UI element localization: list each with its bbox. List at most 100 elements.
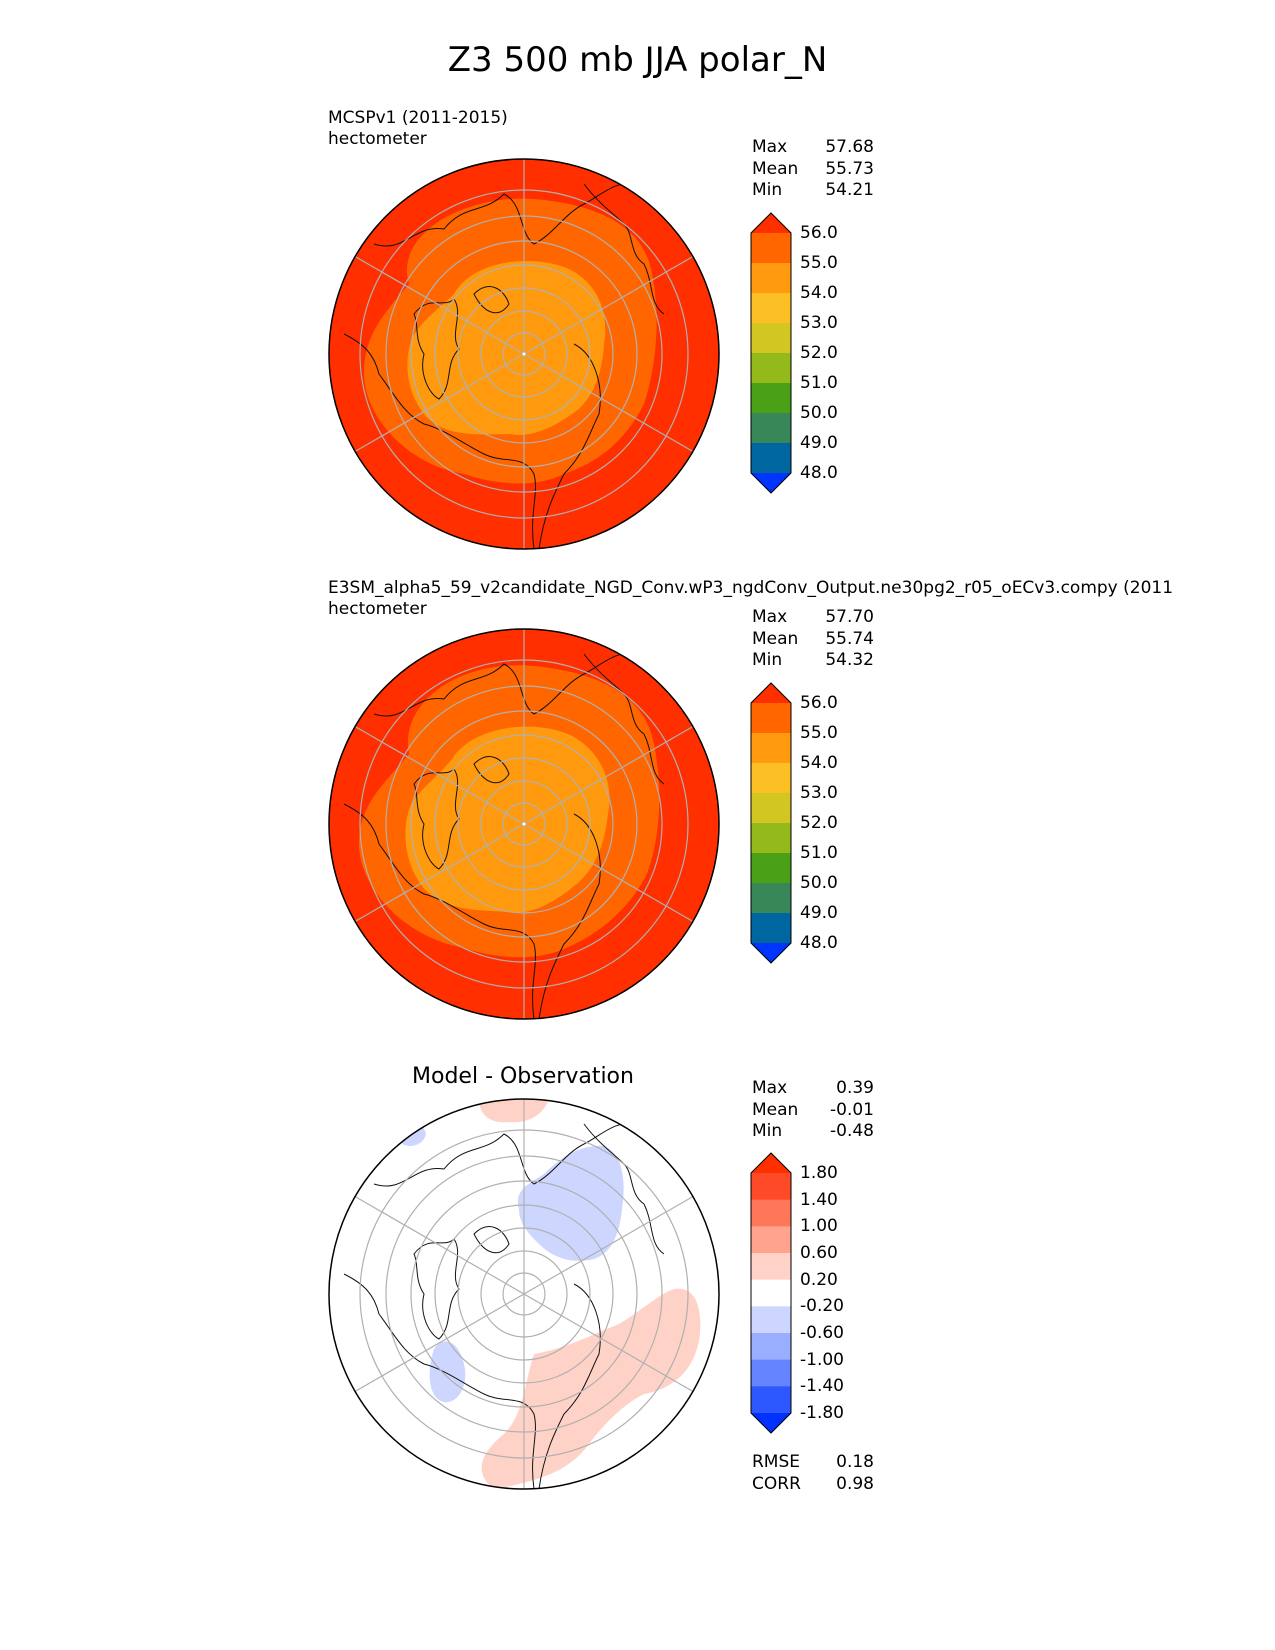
colorbar-segment <box>751 1333 791 1361</box>
panel1-pole-marker <box>522 352 526 356</box>
colorbar-segment <box>751 1173 791 1201</box>
colorbar-segment <box>751 913 791 944</box>
panel3-metrics: RMSE 0.18 CORR 0.98 <box>752 1452 874 1495</box>
panel3-negative-anomaly-ne <box>518 1145 624 1261</box>
stat-label: Mean <box>752 1099 799 1120</box>
colorbar-segment <box>751 323 791 354</box>
panel2-gridlines <box>354 629 694 1019</box>
colorbar-extend-min <box>751 1413 791 1433</box>
panel1-colorbar <box>750 212 792 494</box>
stat-value: 55.74 <box>825 628 874 649</box>
colorbar-tick-label: -1.00 <box>800 1349 844 1370</box>
colorbar-segment <box>751 1253 791 1281</box>
colorbar-tick-label: 1.00 <box>800 1216 838 1237</box>
panel2-title-line1: E3SM_alpha5_59_v2candidate_NGD_Conv.wP3_… <box>328 578 1174 598</box>
colorbar-extend-min <box>751 473 791 493</box>
metric-label: CORR <box>752 1473 801 1494</box>
colorbar-tick-label: 55.0 <box>800 723 838 743</box>
metric-value: 0.18 <box>836 1452 874 1472</box>
stat-value: 54.21 <box>825 180 874 200</box>
panel1-map-frame <box>328 158 720 550</box>
colorbar-segment <box>751 1386 791 1414</box>
colorbar-tick-label: 52.0 <box>800 343 838 363</box>
colorbar-segment <box>751 733 791 764</box>
stat-value: 0.39 <box>836 1078 874 1098</box>
metric-label: RMSE <box>752 1452 801 1472</box>
panel3-title: Model - Observation <box>412 1064 634 1089</box>
panel3-positive-anomaly-se <box>481 1288 701 1489</box>
panel3-positive-anomaly-top <box>479 1099 549 1123</box>
colorbar-segment <box>751 1359 791 1387</box>
colorbar-tick-label: 54.0 <box>800 283 838 303</box>
panel3-stats: Max 0.39 Mean -0.01 Min -0.48 <box>752 1078 874 1143</box>
panel2-title: E3SM_alpha5_59_v2candidate_NGD_Conv.wP3_… <box>328 578 1173 620</box>
colorbar-outline <box>750 682 792 964</box>
colorbar-segment <box>751 763 791 794</box>
colorbar-tick-label: 48.0 <box>800 933 838 953</box>
colorbar-extend-max <box>751 1153 791 1173</box>
stat-value: -0.48 <box>830 1121 874 1141</box>
colorbar-segment <box>751 1226 791 1254</box>
colorbar-extend-max <box>751 683 791 703</box>
colorbar-tick-label: 56.0 <box>800 223 838 243</box>
colorbar-tick-label: -0.20 <box>800 1296 844 1317</box>
colorbar-segment <box>751 443 791 474</box>
colorbar-tick-label: 55.0 <box>800 253 838 273</box>
stat-label: Max <box>752 1078 788 1098</box>
colorbar-tick-label: 48.0 <box>800 463 838 483</box>
stat-label: Max <box>752 137 788 157</box>
stat-value: 57.70 <box>825 607 874 627</box>
colorbar-tick-label: 49.0 <box>800 433 838 453</box>
stat-value: 57.68 <box>825 137 874 157</box>
colorbar-segment <box>751 823 791 854</box>
colorbar-tick-label: 0.60 <box>800 1243 838 1263</box>
panel2-pole-marker <box>522 822 526 826</box>
colorbar-segment <box>751 353 791 384</box>
stat-label: Mean <box>752 628 799 649</box>
panel1-title-line1: MCSPv1 (2011-2015) <box>328 108 508 128</box>
stat-label: Min <box>752 1121 783 1141</box>
colorbar-tick-label: 51.0 <box>800 843 838 863</box>
colorbar-tick-label: 53.0 <box>800 313 838 333</box>
stat-value: 54.32 <box>825 650 874 670</box>
panel3-gridlines <box>354 1099 694 1489</box>
colorbar-tick-label: -1.80 <box>800 1403 844 1423</box>
colorbar-segment <box>751 413 791 444</box>
panel1-units: hectometer <box>328 129 427 149</box>
panel2-polar-map <box>328 628 720 1020</box>
panel3-polar-map <box>328 1098 720 1490</box>
colorbar-tick-label: 1.40 <box>800 1189 838 1210</box>
figure-title: Z3 500 mb JJA polar_N <box>447 40 828 80</box>
colorbar-segment <box>751 1306 791 1334</box>
colorbar-tick-label: -0.60 <box>800 1323 844 1343</box>
panel2-units: hectometer <box>328 599 427 619</box>
colorbar-segment <box>751 793 791 824</box>
colorbar-outline <box>750 212 792 494</box>
colorbar-tick-label: -1.40 <box>800 1376 844 1397</box>
panel2-colorbar <box>750 682 792 964</box>
colorbar-segment <box>751 1199 791 1227</box>
colorbar-outline <box>750 1152 792 1434</box>
colorbar-tick-label: 50.0 <box>800 873 838 893</box>
colorbar-tick-label: 0.20 <box>800 1269 838 1290</box>
colorbar-segment <box>751 263 791 294</box>
stat-value: 55.73 <box>825 158 874 179</box>
panel1-stats: Max 57.68 Mean 55.73 Min 54.21 <box>752 137 874 202</box>
stat-value: -0.01 <box>830 1099 874 1120</box>
panel3-colorbar <box>750 1152 792 1434</box>
stat-label: Max <box>752 607 788 627</box>
panel3-map-frame <box>328 1098 720 1490</box>
colorbar-segment <box>751 1279 791 1307</box>
colorbar-tick-label: 56.0 <box>800 693 838 713</box>
colorbar-tick-label: 1.80 <box>800 1163 838 1183</box>
stat-label: Min <box>752 650 783 670</box>
metric-value: 0.98 <box>836 1473 874 1494</box>
colorbar-tick-label: 52.0 <box>800 813 838 833</box>
colorbar-segment <box>751 853 791 884</box>
panel2-map-frame <box>328 628 720 1020</box>
colorbar-segment <box>751 383 791 414</box>
colorbar-segment <box>751 293 791 324</box>
colorbar-tick-label: 53.0 <box>800 783 838 803</box>
colorbar-extend-min <box>751 943 791 963</box>
panel3-coastlines <box>343 1122 665 1489</box>
